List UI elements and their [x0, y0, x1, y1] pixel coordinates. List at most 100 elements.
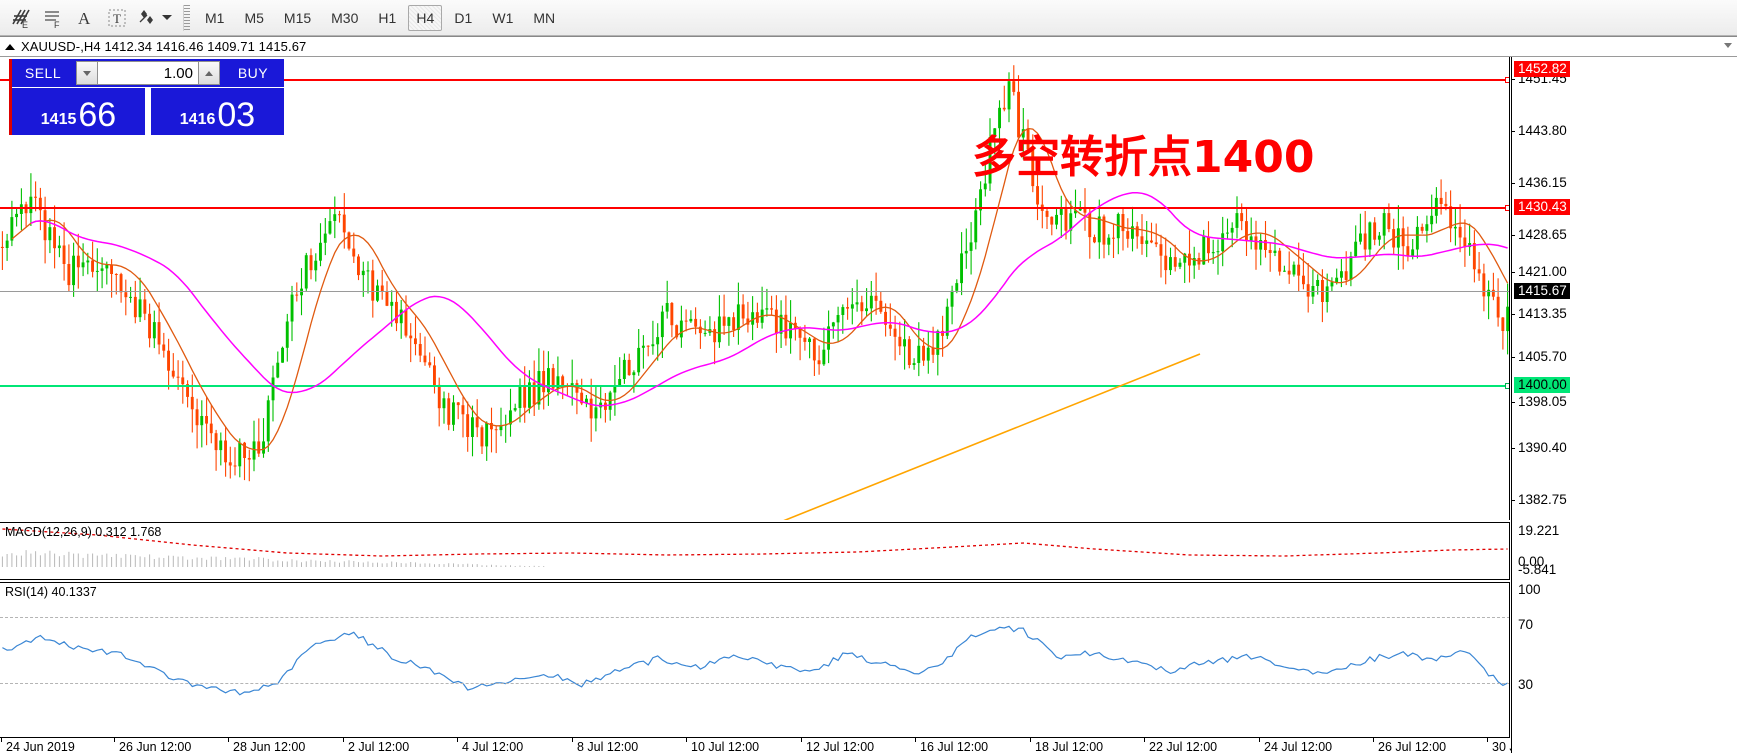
rsi-tick-label: 100	[1518, 582, 1541, 597]
time-tick-mark	[801, 738, 802, 742]
macd-pane[interactable]: MACD(12,26,9) 0.312 1.768	[0, 522, 1510, 580]
price-tick-label: 1405.70	[1518, 349, 1567, 364]
svg-text:T: T	[113, 11, 121, 26]
price-tick-label: 1443.80	[1518, 123, 1567, 138]
sell-price-button[interactable]: 1415 66	[12, 88, 145, 135]
price-scale[interactable]: 1451.45 1443.80 1436.15 1428.65 1421.00 1413.…	[1511, 57, 1737, 753]
macd-tick-label: -5.841	[1518, 562, 1557, 577]
time-tick-mark	[686, 738, 687, 742]
price-level-badge[interactable]: 1430.43	[1514, 199, 1570, 215]
price-level-badge[interactable]: 1400.00	[1514, 377, 1570, 393]
toolbar-grip[interactable]	[183, 4, 190, 31]
sell-price-integer: 1415	[40, 111, 77, 128]
time-axis-label: 26 Jul 12:00	[1378, 740, 1447, 753]
time-axis-label: 24 Jun 2019	[6, 740, 75, 753]
buy-button[interactable]: BUY	[222, 59, 284, 87]
timeframe-w1[interactable]: W1	[492, 9, 514, 26]
chart-annotation-text[interactable]: 多空转折点1400	[972, 132, 1315, 183]
objects-dropdown-icon[interactable]	[162, 15, 172, 20]
level-line-1430[interactable]	[0, 205, 1509, 211]
price-tick-mark	[1511, 357, 1515, 358]
svg-text:E: E	[22, 20, 28, 30]
price-tick-mark	[1511, 272, 1515, 273]
time-axis[interactable]: 24 Jun 2019 26 Jun 12:00 28 Jun 12:00 2 Jul…	[0, 737, 1560, 753]
volume-stepper[interactable]: 1.00	[74, 59, 222, 87]
level-line-1400[interactable]	[0, 383, 1509, 389]
chart-window: XAUUSD-,H4 1412.34 1416.46 1409.71 1415.…	[0, 36, 1737, 753]
crosshair-grid-icon[interactable]: F	[38, 4, 68, 32]
rsi-pane[interactable]: RSI(14) 40.1337	[0, 582, 1510, 753]
price-scale-divider	[1511, 57, 1512, 753]
price-level-badge[interactable]: 1415.67	[1514, 283, 1570, 299]
rsi-tick-label: 70	[1518, 617, 1534, 632]
time-axis-label: 16 Jul 12:00	[920, 740, 989, 753]
time-tick-mark	[1487, 738, 1488, 742]
bid-price-line	[0, 291, 1509, 292]
price-tick-label: 1413.35	[1518, 306, 1567, 321]
time-tick-mark	[457, 738, 458, 742]
time-tick-mark	[114, 738, 115, 742]
objects-icon[interactable]	[134, 4, 160, 32]
trade-panel-controls: SELL 1.00 BUY	[12, 59, 284, 87]
volume-decrease-button[interactable]	[76, 61, 98, 85]
buy-price-button[interactable]: 1416 03	[151, 88, 284, 135]
time-axis-label: 22 Jul 12:00	[1149, 740, 1218, 753]
svg-text:A: A	[78, 9, 91, 28]
timeframe-m1[interactable]: M1	[205, 9, 225, 26]
time-tick-mark	[572, 738, 573, 742]
timeframe-h1[interactable]: H1	[378, 9, 397, 26]
timeframe-m5[interactable]: M5	[244, 9, 264, 26]
time-axis-label: 18 Jul 12:00	[1035, 740, 1104, 753]
timeframe-mn[interactable]: MN	[533, 9, 556, 26]
time-axis-label: 2 Jul 12:00	[348, 740, 410, 753]
price-tick-mark	[1511, 131, 1515, 132]
level-handle[interactable]	[1505, 77, 1509, 83]
indicators-icon[interactable]: E	[6, 4, 36, 32]
chevron-up-icon	[205, 70, 213, 76]
time-axis-label: 28 Jun 12:00	[233, 740, 306, 753]
time-tick-mark	[228, 738, 229, 742]
timeframe-m30[interactable]: M30	[331, 9, 359, 26]
main-toolbar: E F A T	[0, 0, 1737, 36]
volume-input[interactable]: 1.00	[98, 61, 198, 85]
one-click-trading-panel[interactable]: SELL 1.00 BUY 1415 66 1416 03	[9, 59, 284, 135]
time-axis-label: 10 Jul 12:00	[691, 740, 760, 753]
rsi-band-70	[0, 617, 1509, 618]
time-axis-label: 24 Jul 12:00	[1264, 740, 1333, 753]
chart-expand-icon[interactable]	[5, 43, 15, 50]
text-box-icon[interactable]: T	[102, 4, 132, 32]
time-tick-mark	[915, 738, 916, 742]
time-tick-mark	[1373, 738, 1374, 742]
price-tick-mark	[1511, 500, 1515, 501]
time-axis-label: 26 Jun 12:00	[119, 740, 192, 753]
rsi-tick-label: 30	[1518, 677, 1534, 692]
price-tick-mark	[1511, 448, 1515, 449]
time-tick-mark	[1144, 738, 1145, 742]
candlestick-series	[0, 65, 1509, 482]
timeframe-m15[interactable]: M15	[283, 9, 312, 26]
time-axis-label: 8 Jul 12:00	[577, 740, 639, 753]
rsi-band-30	[0, 683, 1509, 684]
timeframe-d1[interactable]: D1	[454, 9, 473, 26]
chart-minimize-icon[interactable]	[1721, 38, 1735, 52]
price-tick-mark	[1511, 402, 1515, 403]
price-tick-label: 1436.15	[1518, 175, 1567, 190]
level-handle[interactable]	[1505, 205, 1509, 211]
volume-increase-button[interactable]	[198, 61, 220, 85]
buy-price-integer: 1416	[179, 111, 216, 128]
price-level-badge[interactable]: 1452.82	[1514, 61, 1570, 77]
rsi-label: RSI(14) 40.1337	[5, 585, 97, 599]
timeframe-h4[interactable]: H4	[408, 4, 443, 31]
level-line-1452[interactable]	[0, 77, 1509, 83]
trendline	[783, 353, 1201, 520]
price-tick-mark	[1511, 183, 1515, 184]
buy-price-decimal: 03	[217, 96, 256, 134]
sell-button[interactable]: SELL	[12, 59, 74, 87]
macd-tick-label: 0.00	[1518, 554, 1545, 569]
level-handle[interactable]	[1505, 383, 1509, 389]
time-tick-mark	[1259, 738, 1260, 742]
chart-titlebar: XAUUSD-,H4 1412.34 1416.46 1409.71 1415.…	[0, 37, 1737, 57]
trade-panel-marker	[9, 59, 12, 135]
macd-label: MACD(12,26,9) 0.312 1.768	[5, 525, 162, 539]
text-label-icon[interactable]: A	[70, 4, 100, 32]
